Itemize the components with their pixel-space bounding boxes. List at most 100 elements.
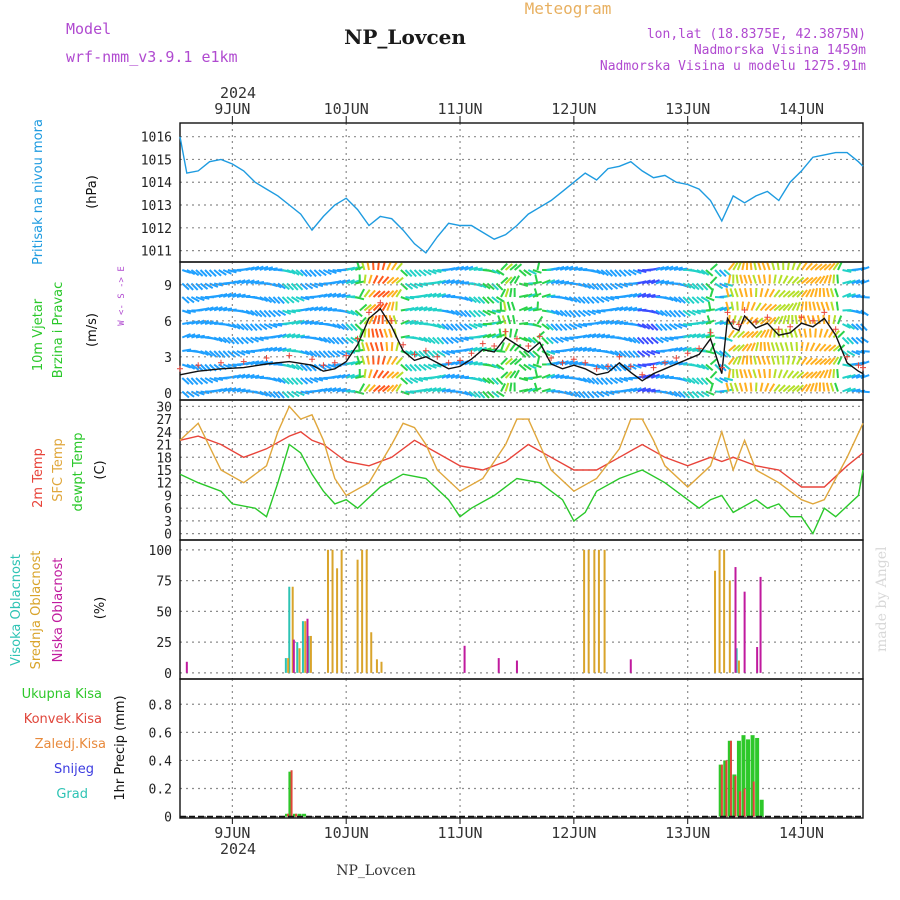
wind-arrow <box>368 303 377 312</box>
wind-arrow <box>587 347 597 352</box>
wind-arrow <box>191 333 201 339</box>
wind-arrow <box>277 296 285 305</box>
wind-arrow <box>744 382 748 392</box>
wind-arrow <box>473 323 483 328</box>
wind-arrow <box>236 350 246 356</box>
wind-arrow <box>245 350 256 354</box>
wind-arrow <box>363 383 371 393</box>
wind-arrow <box>763 341 767 352</box>
wind-arrow <box>822 287 826 298</box>
wind-arrow <box>673 346 683 352</box>
wind-arrow <box>860 296 870 299</box>
wind-arrow <box>363 274 367 284</box>
wind-arrow <box>359 316 367 325</box>
wind-arrow <box>578 346 588 352</box>
wind-arrow <box>500 357 509 366</box>
wind-arrow <box>730 301 735 311</box>
total-bar <box>755 737 760 817</box>
mid-bar <box>309 635 312 673</box>
wind-arrow <box>345 279 355 285</box>
wind-arrow <box>705 296 715 302</box>
low-cloud-ylabel: Niska Oblacnost <box>51 558 66 663</box>
mid-bar <box>291 586 294 673</box>
wind-arrow <box>682 309 691 317</box>
wind-arrow <box>190 377 199 386</box>
wind-arrow <box>332 279 342 285</box>
wind-arrow <box>550 350 561 354</box>
wind-arrow <box>208 269 217 277</box>
wind-arrow <box>213 282 224 287</box>
wind-arrow <box>249 309 259 317</box>
wind-arrow <box>504 370 513 379</box>
wind-arrow <box>372 290 381 298</box>
wind-arrow <box>800 262 808 271</box>
wind-arrow <box>350 265 360 271</box>
wind-arrow <box>718 350 728 358</box>
wind-arrow <box>827 369 832 379</box>
wind-arrow <box>199 377 209 385</box>
gust-marker <box>832 326 839 333</box>
gust-marker <box>559 359 566 366</box>
wind-arrow <box>473 296 482 304</box>
wind-arrow <box>509 343 517 352</box>
wind-arrow <box>842 387 852 393</box>
gust-marker <box>343 352 350 359</box>
gust-marker <box>844 353 851 360</box>
wind-arrow <box>295 377 304 386</box>
wind-arrow <box>418 306 428 312</box>
wind-arrow <box>796 261 802 271</box>
wind-arrow <box>509 328 513 338</box>
wind-arrow <box>423 292 433 298</box>
wind-arrow <box>282 309 292 315</box>
wind-arrow <box>199 269 208 278</box>
mid-bar <box>361 549 364 673</box>
wind-arrow <box>687 282 696 290</box>
wind-arrow <box>432 336 440 345</box>
gust-marker <box>809 317 816 324</box>
wind-arrow <box>595 377 604 386</box>
wind-arrow <box>258 309 267 318</box>
wind-arrow <box>477 377 487 384</box>
wind-arrow <box>523 282 533 286</box>
wind-arrow <box>677 309 686 318</box>
wind-arrow <box>182 348 192 352</box>
total-bar <box>759 799 764 817</box>
wind-arrow <box>541 373 551 379</box>
wind-arrow <box>254 309 263 318</box>
wind-arrow <box>860 309 869 317</box>
wind-arrow <box>181 390 190 399</box>
wind-arrow <box>787 290 796 298</box>
wind-arrow <box>646 336 654 345</box>
wind-arrow <box>464 347 474 352</box>
wind-arrow <box>609 306 620 312</box>
wind-arrow <box>696 269 706 275</box>
wind-arrow <box>796 276 805 285</box>
x-tick-label-top: 10JUN <box>324 100 369 118</box>
wind-arrow <box>691 296 700 304</box>
x-tick-label-top: 14JUN <box>779 100 824 118</box>
wind-arrow <box>482 296 490 305</box>
wind-arrow <box>504 263 513 271</box>
wind-arrow <box>254 323 263 331</box>
y-tick-label: 15 <box>156 464 172 479</box>
wind-arrow <box>314 321 324 325</box>
wind-arrow <box>190 269 200 277</box>
cloud-panel: 0 25 50 75 100 <box>149 539 864 682</box>
wind-arrow <box>381 290 391 298</box>
wind-arrow <box>846 293 856 298</box>
wind-arrow <box>687 347 697 352</box>
wind-arrow <box>673 390 682 398</box>
wind-arrow <box>628 292 638 298</box>
wind-arrow <box>354 309 363 318</box>
wind-arrow <box>204 282 214 290</box>
wind-arrow <box>546 350 556 355</box>
wind-arrow <box>459 336 469 342</box>
wind-arrow <box>313 269 322 277</box>
wind-arrow <box>646 388 656 393</box>
wind-arrow <box>309 377 319 383</box>
conv-bar <box>729 740 732 817</box>
wind-arrow <box>655 336 664 344</box>
wind-arrow <box>268 309 277 318</box>
wind-arrow <box>464 296 473 303</box>
wind-arrow <box>282 348 292 352</box>
